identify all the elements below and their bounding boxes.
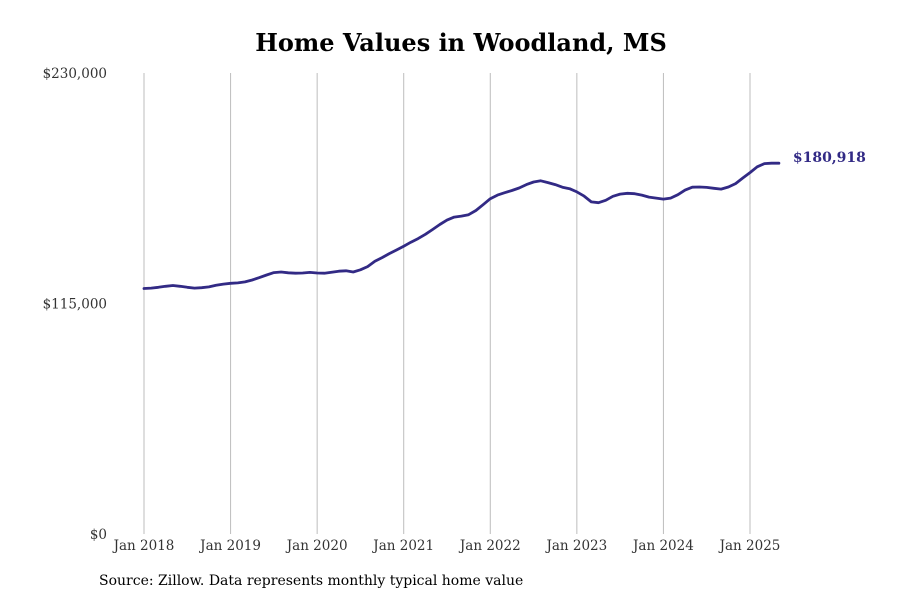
gridlines bbox=[143, 73, 751, 534]
y-tick-label: $230,000 bbox=[43, 66, 107, 82]
x-tick-label: Jan 2021 bbox=[371, 538, 434, 554]
x-tick-label: Jan 2024 bbox=[631, 538, 694, 554]
x-tick-label: Jan 2018 bbox=[112, 538, 175, 554]
y-tick-label: $115,000 bbox=[43, 297, 107, 313]
chart-title: Home Values in Woodland, MS bbox=[255, 28, 667, 57]
x-tick-label: Jan 2020 bbox=[285, 538, 348, 554]
x-axis-ticks: Jan 2018 Jan 2019 Jan 2020 Jan 2021 Jan 2022… bbox=[112, 538, 781, 554]
end-label-layer: $180,918 bbox=[793, 150, 866, 166]
y-axis-ticks: $0 $115,000 $230,000 bbox=[43, 66, 107, 543]
x-tick-label: Jan 2025 bbox=[718, 538, 781, 554]
series-line bbox=[142, 161, 781, 290]
source-note: Source: Zillow. Data represents monthly … bbox=[99, 573, 524, 589]
x-tick-label: Jan 2023 bbox=[544, 538, 607, 554]
end-value-label: $180,918 bbox=[793, 150, 866, 166]
x-tick-label: Jan 2022 bbox=[458, 538, 521, 554]
series-layer bbox=[142, 161, 781, 290]
x-tick-label: Jan 2019 bbox=[198, 538, 261, 554]
y-tick-label: $0 bbox=[90, 527, 107, 543]
